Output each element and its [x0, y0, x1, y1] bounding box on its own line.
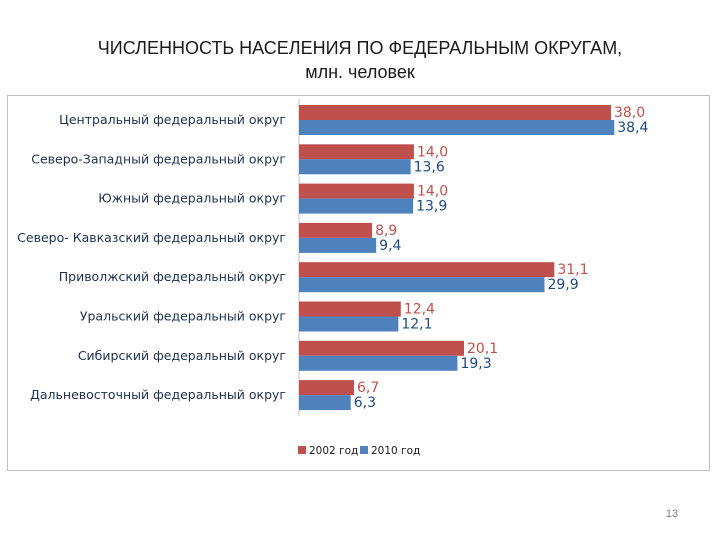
bar-series1	[299, 183, 414, 199]
bar-series2	[299, 316, 399, 332]
category-label: Дальневосточный федеральный округ	[30, 387, 286, 402]
bar-series1	[299, 301, 401, 317]
slide-title-line2: млн. человек	[305, 62, 415, 82]
category-label: Уральский федеральный округ	[80, 309, 286, 324]
category-label: Северо-Западный федеральный округ	[31, 151, 286, 166]
bar-series2	[299, 159, 411, 175]
bar-series2	[299, 237, 377, 253]
slide-title-line1: ЧИСЛЕННОСТЬ НАСЕЛЕНИЯ ПО ФЕДЕРАЛЬНЫМ ОКР…	[97, 38, 623, 58]
bar-series1	[299, 144, 414, 160]
data-label: 38,0	[614, 105, 645, 121]
slide-title: ЧИСЛЕННОСТЬ НАСЕЛЕНИЯ ПО ФЕДЕРАЛЬНЫМ ОКР…	[0, 36, 720, 84]
bar-series1	[299, 262, 555, 278]
data-label: 12,4	[404, 302, 435, 318]
chart-frame: Центральный федеральный округ 38,0 38,4 Сев…	[7, 95, 710, 471]
data-label: 19,3	[460, 356, 491, 372]
data-label: 31,1	[557, 262, 588, 278]
legend-swatch	[360, 446, 368, 454]
bar-series1	[299, 340, 465, 356]
bar-series2	[299, 355, 458, 371]
category-label: Северо- Кавказский федеральный округ	[17, 230, 286, 245]
data-label: 38,4	[617, 120, 648, 136]
data-label: 13,9	[416, 199, 447, 215]
bar-series1	[299, 222, 373, 238]
data-label: 20,1	[467, 341, 498, 357]
data-label: 9,4	[379, 238, 401, 254]
legend-label: 2010 год	[371, 445, 420, 457]
page-number: 13	[665, 508, 679, 520]
data-label: 29,9	[547, 277, 578, 293]
category-label: Центральный федеральный округ	[59, 112, 286, 127]
bar-chart: Центральный федеральный округ 38,038,4 Сев…	[17, 99, 649, 457]
data-label: 12,1	[401, 317, 432, 333]
bar-series1	[299, 380, 355, 396]
bar-series2	[299, 277, 545, 293]
bar-series2	[299, 120, 615, 135]
legend-label: 2002 год	[309, 445, 358, 457]
category-label: Сибирский федеральный округ	[78, 348, 286, 363]
legend-swatch	[298, 446, 306, 454]
data-label: 6,3	[354, 395, 376, 411]
category-label: Южный федеральный округ	[98, 191, 286, 206]
data-label: 13,6	[414, 159, 445, 175]
bar-series2	[299, 395, 351, 411]
data-label: 14,0	[417, 144, 448, 160]
category-label: Приволжский федеральный округ	[59, 269, 286, 284]
bar-series2	[299, 198, 414, 214]
data-label: 8,9	[375, 223, 397, 239]
data-label: 14,0	[417, 184, 448, 200]
data-label: 6,7	[357, 380, 379, 396]
bar-series1	[299, 105, 611, 120]
